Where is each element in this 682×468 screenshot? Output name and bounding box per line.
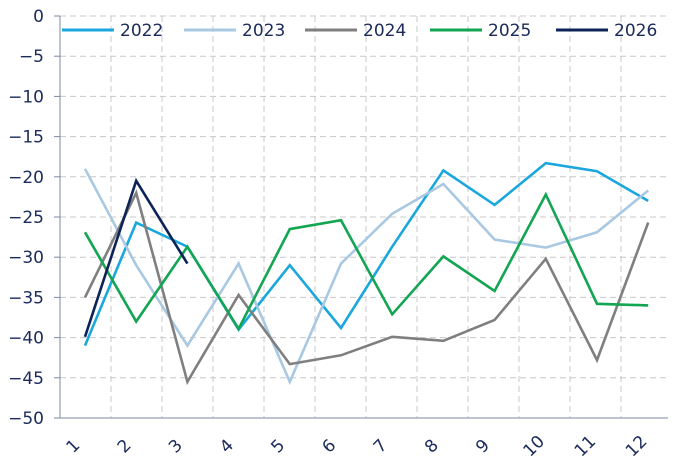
x-axis-ticks: 1 2 3 4 5 6 7 8 9 10 11 12: [63, 432, 652, 461]
series-line-2023: [83, 168, 650, 386]
series-line-2024: [83, 189, 650, 386]
legend-label-2025: 2025: [488, 21, 531, 41]
x-tick-label-4: 5: [267, 436, 289, 458]
y-tick-label-3: −15: [8, 128, 44, 148]
legend-label-2023: 2023: [242, 21, 285, 41]
x-tick-label-1: 2: [114, 436, 136, 458]
series-line-2025: [83, 191, 649, 332]
x-tick-label-5: 6: [319, 436, 341, 458]
y-tick-label-7: −35: [8, 288, 44, 308]
y-tick-label-5: −25: [8, 208, 44, 228]
x-tick-label-9: 10: [520, 432, 549, 461]
x-tick-label-8: 9: [472, 436, 494, 458]
series-line-2022: [83, 161, 649, 347]
x-tick-label-2: 3: [165, 436, 187, 458]
y-tick-label-1: −5: [19, 47, 44, 67]
y-tick-label-6: −30: [8, 248, 44, 268]
y-tick-label-8: −40: [8, 329, 44, 349]
legend-label-2024: 2024: [363, 21, 406, 41]
x-tick-label-0: 1: [63, 436, 85, 458]
series-lines: [83, 161, 650, 386]
y-tick-label-2: −10: [8, 87, 44, 107]
y-axis-ticks: 0 −5 −10 −15 −20 −25 −30 −35 −40 −45 −50: [8, 7, 60, 429]
x-tick-label-3: 4: [216, 436, 238, 458]
grid: [60, 15, 668, 418]
legend-label-2022: 2022: [120, 21, 163, 41]
y-tick-label-10: −50: [8, 409, 44, 429]
legend: 2022 2023 2024 2025 2026: [62, 21, 657, 41]
x-tick-label-6: 7: [370, 436, 392, 458]
x-tick-label-10: 11: [571, 432, 600, 461]
x-tick-label-11: 12: [622, 432, 651, 461]
series-line-2026: [83, 177, 189, 338]
x-tick-label-7: 8: [421, 436, 443, 458]
y-tick-label-0: 0: [33, 7, 44, 27]
y-tick-label-9: −45: [8, 369, 44, 389]
y-tick-label-4: −20: [8, 168, 44, 188]
legend-label-2026: 2026: [614, 21, 657, 41]
